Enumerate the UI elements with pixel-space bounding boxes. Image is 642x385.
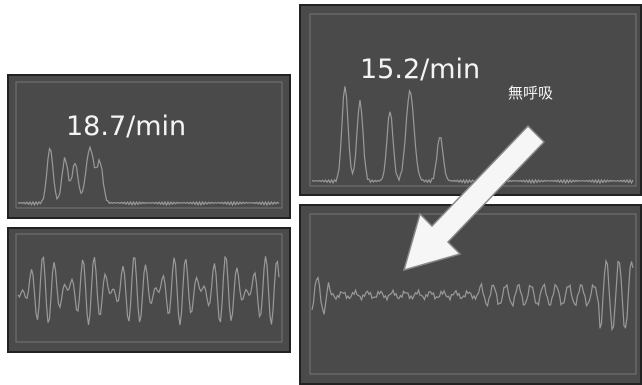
rate-label: 18.7/min bbox=[66, 111, 186, 142]
right-bottom-panel bbox=[300, 205, 641, 384]
left-top-panel bbox=[8, 75, 290, 218]
figure: 18.7/min 15.2/min 無呼吸 bbox=[0, 0, 642, 385]
rate-label: 15.2/min bbox=[360, 54, 480, 85]
page: 18.7/min 15.2/min 無呼吸 (() => { const dat… bbox=[0, 0, 642, 385]
apnea-label: 無呼吸 bbox=[508, 84, 553, 102]
